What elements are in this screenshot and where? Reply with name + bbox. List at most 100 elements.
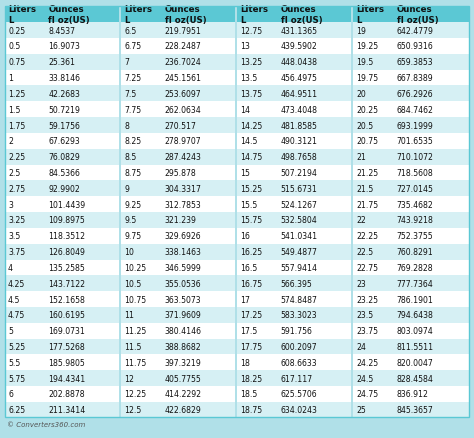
Text: 84.5366: 84.5366 <box>48 169 80 177</box>
Text: 727.0145: 727.0145 <box>397 184 434 193</box>
Bar <box>121 291 235 307</box>
Text: 9: 9 <box>124 184 129 193</box>
Text: 169.0731: 169.0731 <box>48 326 85 336</box>
Text: 19.25: 19.25 <box>356 42 379 51</box>
Text: 693.1999: 693.1999 <box>397 121 434 130</box>
Text: 532.5804: 532.5804 <box>281 216 318 225</box>
Text: 786.1901: 786.1901 <box>397 295 434 304</box>
Bar <box>353 23 469 39</box>
Text: 617.117: 617.117 <box>281 374 313 383</box>
Text: 143.7122: 143.7122 <box>48 279 85 288</box>
Bar <box>121 355 235 371</box>
Bar <box>5 39 119 55</box>
Text: 667.8389: 667.8389 <box>397 74 433 83</box>
Bar <box>353 228 469 244</box>
Bar <box>237 118 351 134</box>
Bar <box>353 339 469 355</box>
Text: 22.25: 22.25 <box>356 232 378 241</box>
Text: 177.5268: 177.5268 <box>48 342 85 351</box>
Text: 16.5: 16.5 <box>240 263 257 272</box>
Text: 21.5: 21.5 <box>356 184 374 193</box>
Text: Ounces
fl oz(US): Ounces fl oz(US) <box>48 5 90 25</box>
Text: 236.7024: 236.7024 <box>164 58 201 67</box>
Bar <box>121 339 235 355</box>
Text: 9.25: 9.25 <box>124 200 141 209</box>
Bar <box>353 402 469 418</box>
Text: 608.6633: 608.6633 <box>281 358 317 367</box>
Text: 752.3755: 752.3755 <box>397 232 433 241</box>
Text: 6.25: 6.25 <box>8 406 25 414</box>
Text: 12.25: 12.25 <box>124 389 146 399</box>
Text: 405.7755: 405.7755 <box>164 374 201 383</box>
Bar <box>353 71 469 86</box>
Text: Liters
L: Liters L <box>240 5 268 25</box>
Text: 8.25: 8.25 <box>124 137 141 146</box>
Text: 92.9902: 92.9902 <box>48 184 80 193</box>
Text: 1: 1 <box>8 74 13 83</box>
Text: 16: 16 <box>240 232 250 241</box>
Text: 625.5706: 625.5706 <box>281 389 317 399</box>
Bar <box>237 86 351 102</box>
Text: 380.4146: 380.4146 <box>164 326 201 336</box>
Text: 126.8049: 126.8049 <box>48 247 85 257</box>
Bar <box>237 402 351 418</box>
Text: 20.5: 20.5 <box>356 121 374 130</box>
Text: 228.2487: 228.2487 <box>164 42 201 51</box>
Text: 10.5: 10.5 <box>124 279 141 288</box>
Text: 11.75: 11.75 <box>124 358 146 367</box>
Text: 202.8878: 202.8878 <box>48 389 85 399</box>
Text: 185.9805: 185.9805 <box>48 358 85 367</box>
Text: 19.5: 19.5 <box>356 58 374 67</box>
Text: 811.5511: 811.5511 <box>397 342 434 351</box>
Bar <box>121 197 235 212</box>
Text: 8.4537: 8.4537 <box>48 27 75 35</box>
Text: 14: 14 <box>240 106 250 114</box>
Text: 710.1072: 710.1072 <box>397 153 434 162</box>
Bar <box>121 149 235 165</box>
Bar <box>237 165 351 181</box>
Text: 701.6535: 701.6535 <box>397 137 434 146</box>
Text: 2.5: 2.5 <box>8 169 20 177</box>
Bar <box>5 339 119 355</box>
Text: 23.5: 23.5 <box>356 311 374 320</box>
Text: 17.75: 17.75 <box>240 342 263 351</box>
Text: 4.25: 4.25 <box>8 279 25 288</box>
Bar <box>237 102 351 118</box>
Text: 135.2585: 135.2585 <box>48 263 85 272</box>
Text: 24.5: 24.5 <box>356 374 374 383</box>
Bar <box>121 386 235 402</box>
Bar <box>121 307 235 323</box>
Text: 7.75: 7.75 <box>124 106 141 114</box>
Text: 0.75: 0.75 <box>8 58 25 67</box>
Bar <box>237 228 351 244</box>
Bar <box>237 323 351 339</box>
Text: 4: 4 <box>8 263 13 272</box>
Bar <box>237 212 351 228</box>
Bar <box>353 102 469 118</box>
Text: 9.5: 9.5 <box>124 216 137 225</box>
Bar <box>5 260 119 276</box>
Bar <box>121 165 235 181</box>
Text: 101.4439: 101.4439 <box>48 200 86 209</box>
Text: 549.4877: 549.4877 <box>281 247 318 257</box>
Text: 13.5: 13.5 <box>240 74 257 83</box>
Text: 574.8487: 574.8487 <box>281 295 318 304</box>
Text: 1.5: 1.5 <box>8 106 20 114</box>
Text: 2.75: 2.75 <box>8 184 25 193</box>
Text: 14.25: 14.25 <box>240 121 263 130</box>
Bar <box>237 355 351 371</box>
Text: 346.5999: 346.5999 <box>164 263 201 272</box>
Bar <box>353 86 469 102</box>
Text: 262.0634: 262.0634 <box>164 106 201 114</box>
Bar <box>353 323 469 339</box>
Text: 363.5073: 363.5073 <box>164 295 201 304</box>
Text: 2.25: 2.25 <box>8 153 25 162</box>
Text: 5: 5 <box>8 326 13 336</box>
Text: 371.9609: 371.9609 <box>164 311 201 320</box>
Bar <box>5 71 119 86</box>
Text: 803.0974: 803.0974 <box>397 326 434 336</box>
Text: 3.75: 3.75 <box>8 247 25 257</box>
Text: 50.7219: 50.7219 <box>48 106 80 114</box>
Text: 4.5: 4.5 <box>8 295 20 304</box>
Text: 524.1267: 524.1267 <box>281 200 318 209</box>
